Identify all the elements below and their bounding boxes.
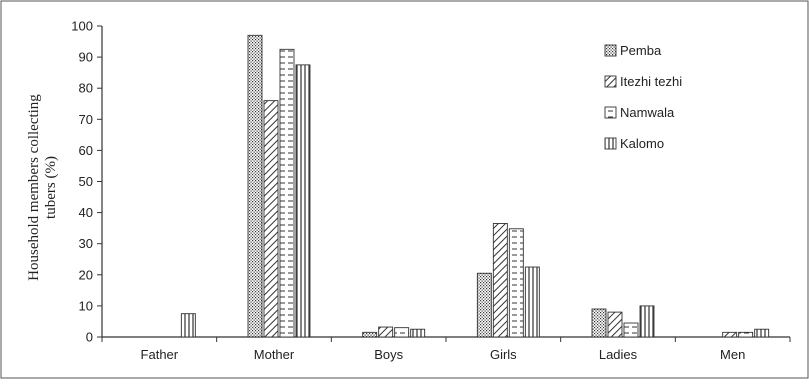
- x-tick-label: Mother: [254, 347, 295, 362]
- legend: Pemba Itezhi tezhi Namwala Kalomo: [604, 43, 682, 151]
- bars: [180, 34, 770, 338]
- x-tick-label: Father: [141, 347, 179, 362]
- x-tick-label: Girls: [490, 347, 517, 362]
- legend-swatch: [604, 44, 617, 57]
- x-tick-label: Ladies: [599, 347, 638, 362]
- bar-mother-itezhi-tezhi: [263, 100, 279, 338]
- y-tick-label: 40: [79, 205, 93, 220]
- y-axis-label-line: tubers (%): [43, 156, 59, 219]
- bar-father-kalomo: [180, 313, 196, 338]
- bar-girls-namwala: [508, 228, 524, 338]
- legend-label: Kalomo: [620, 136, 664, 151]
- bar-girls-kalomo: [524, 266, 540, 338]
- bar-ladies-itezhi-tezhi: [607, 311, 623, 338]
- bar-ladies-kalomo: [639, 305, 655, 338]
- x-ticks: Father Mother Boys Girls Ladies Men: [101, 337, 791, 362]
- bar-mother-kalomo: [295, 64, 311, 338]
- legend-swatch: [604, 137, 617, 150]
- y-tick-label: 60: [79, 143, 93, 158]
- y-tick-label: 100: [71, 19, 93, 34]
- legend-label: Namwala: [620, 105, 675, 120]
- legend-swatch: [604, 75, 617, 88]
- y-tick-label: 20: [79, 267, 93, 282]
- y-tick-label: 0: [86, 330, 93, 345]
- x-tick-label: Boys: [374, 347, 403, 362]
- bar-men-namwala: [738, 331, 754, 338]
- legend-label: Itezhi tezhi: [620, 74, 682, 89]
- bar-ladies-pemba: [591, 308, 607, 338]
- bar-mother-pemba: [247, 34, 263, 338]
- y-tick-label: 10: [79, 298, 93, 313]
- bar-ladies-namwala: [623, 322, 639, 338]
- bar-men-itezhi-tezhi: [722, 331, 738, 338]
- bar-boys-namwala: [394, 327, 410, 338]
- bar-men-kalomo: [754, 328, 770, 338]
- y-tick-label: 70: [79, 112, 93, 127]
- bar-boys-kalomo: [410, 328, 426, 338]
- legend-swatch: [604, 106, 617, 119]
- bar-boys-itezhi-tezhi: [378, 326, 394, 338]
- bar-girls-pemba: [476, 272, 492, 338]
- bar-mother-namwala: [279, 48, 295, 338]
- bar-boys-pemba: [362, 331, 378, 338]
- y-tick-label: 80: [79, 81, 93, 96]
- y-axis-label-line: Household members collecting: [26, 94, 42, 281]
- legend-label: Pemba: [620, 43, 662, 58]
- y-ticks: 0 10 20 30 40 50 60 70 80 90 100: [71, 19, 102, 345]
- y-tick-label: 50: [79, 174, 93, 189]
- y-tick-label: 90: [79, 50, 93, 65]
- y-axis-label: Household members collecting tubers (%): [26, 94, 59, 281]
- x-tick-label: Men: [720, 347, 745, 362]
- bar-girls-itezhi-tezhi: [492, 223, 508, 338]
- y-tick-label: 30: [79, 236, 93, 251]
